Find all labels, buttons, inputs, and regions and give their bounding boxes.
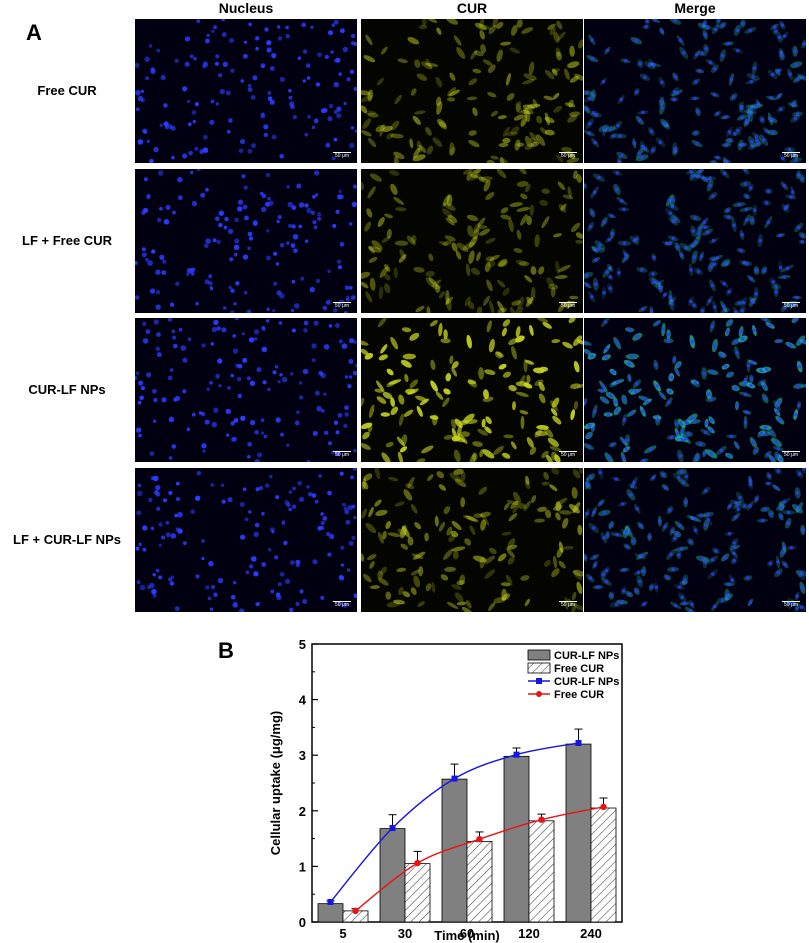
scale-bar-line [782, 601, 800, 602]
micrograph-nucleus-3: 50 μm [135, 318, 357, 462]
scale-bar-label: 50 μm [335, 602, 349, 608]
scale-bar: 50 μm [559, 302, 577, 309]
scale-bar: 50 μm [333, 152, 351, 159]
micrograph-cur-2: 50 μm [361, 169, 583, 313]
legend-label: Free CUR [554, 689, 604, 701]
x-axis-label: Time (min) [434, 928, 500, 943]
column-header-cur: CUR [456, 0, 488, 16]
bar-cur-lf-nps [503, 755, 530, 923]
micrograph-nucleus-2: 50 μm [135, 169, 357, 313]
scale-bar-label: 50 μm [561, 153, 575, 159]
bar-cur-lf-nps [317, 903, 344, 923]
scale-bar-label: 50 μm [784, 452, 798, 458]
point-cur-lf-nps [389, 825, 396, 832]
scale-bar: 50 μm [333, 601, 351, 608]
y-tick-label: 1 [299, 859, 306, 874]
micrograph-merge-3: 50 μm [584, 318, 806, 462]
bar-free-cur [590, 807, 617, 923]
scale-bar-label: 50 μm [335, 153, 349, 159]
point-free-cur [414, 859, 421, 867]
point-cur-lf-nps [575, 739, 582, 746]
bar-free-cur [466, 840, 493, 923]
scale-bar-line [559, 302, 577, 303]
scale-bar: 50 μm [333, 302, 351, 309]
scale-bar-label: 50 μm [335, 452, 349, 458]
panel-b-letter: B [218, 638, 234, 663]
scale-bar: 50 μm [782, 302, 800, 309]
scale-bar: 50 μm [782, 451, 800, 458]
point-cur-lf-nps [451, 775, 458, 782]
point-free-cur [600, 803, 607, 811]
y-tick-label: 3 [299, 748, 306, 763]
column-header-nucleus: Nucleus [218, 0, 274, 16]
scale-bar-label: 50 μm [784, 153, 798, 159]
micrograph-cur-3: 50 μm [361, 318, 583, 462]
legend-label: CUR-LF NPs [554, 650, 619, 662]
scale-bar-label: 50 μm [561, 452, 575, 458]
scale-bar-label: 50 μm [784, 303, 798, 309]
legend-swatch [527, 662, 551, 674]
scale-bar-line [559, 601, 577, 602]
scale-bar: 50 μm [559, 152, 577, 159]
point-free-cur [476, 835, 483, 843]
scale-bar-line [333, 152, 351, 153]
scale-bar-label: 50 μm [561, 303, 575, 309]
scale-bar-line [782, 152, 800, 153]
scale-bar-line [559, 451, 577, 452]
y-tick-label: 4 [299, 693, 307, 708]
row-label-1: Free CUR [37, 83, 97, 98]
y-tick-label: 0 [299, 915, 306, 930]
legend-swatch [527, 649, 551, 661]
micrograph-merge-2: 50 μm [584, 169, 806, 313]
scale-bar-label: 50 μm [335, 303, 349, 309]
micrograph-merge-4: 50 μm [584, 468, 806, 612]
row-label-2: LF + Free CUR [22, 233, 112, 248]
scale-bar-line [782, 451, 800, 452]
scale-bar-line [333, 302, 351, 303]
scale-bar: 50 μm [559, 451, 577, 458]
point-cur-lf-nps [513, 751, 520, 758]
y-tick-label: 2 [299, 804, 306, 819]
bar-cur-lf-nps [565, 743, 592, 923]
y-axis-label: Cellular uptake (μg/mg) [268, 711, 283, 855]
scale-bar-line [782, 302, 800, 303]
x-tick-label: 240 [580, 926, 602, 941]
row-label-3: CUR-LF NPs [28, 382, 106, 397]
micrograph-cur-4: 50 μm [361, 468, 583, 612]
scale-bar-line [559, 152, 577, 153]
bar-free-cur [528, 820, 555, 923]
point-free-cur [538, 816, 545, 823]
scale-bar: 50 μm [782, 152, 800, 159]
micrograph-merge-1: 50 μm [584, 19, 806, 163]
scale-bar: 50 μm [559, 601, 577, 608]
micrograph-cur-1: 50 μm [361, 19, 583, 163]
bar-cur-lf-nps [379, 828, 406, 923]
legend-marker [536, 691, 542, 697]
scale-bar-label: 50 μm [561, 602, 575, 608]
micrograph-nucleus-1: 50 μm [135, 19, 357, 163]
scale-bar: 50 μm [782, 601, 800, 608]
scale-bar-line [333, 451, 351, 452]
bar-free-cur [404, 863, 431, 923]
scale-bar: 50 μm [333, 451, 351, 458]
legend-marker [536, 678, 542, 684]
micrograph-nucleus-4: 50 μm [135, 468, 357, 612]
panel-a-letter: A [26, 20, 42, 45]
scale-bar-label: 50 μm [784, 602, 798, 608]
x-tick-label: 60 [460, 926, 474, 941]
legend-label: CUR-LF NPs [554, 676, 619, 688]
x-tick-label: 5 [339, 926, 346, 941]
scale-bar-line [333, 601, 351, 602]
point-free-cur [352, 907, 359, 915]
x-tick-label: 30 [398, 926, 412, 941]
row-label-4: LF + CUR-LF NPs [13, 532, 121, 547]
x-tick-label: 120 [518, 926, 540, 941]
point-cur-lf-nps [327, 898, 334, 905]
column-header-merge: Merge [674, 0, 716, 16]
legend-label: Free CUR [554, 663, 604, 675]
y-tick-label: 5 [299, 637, 306, 652]
